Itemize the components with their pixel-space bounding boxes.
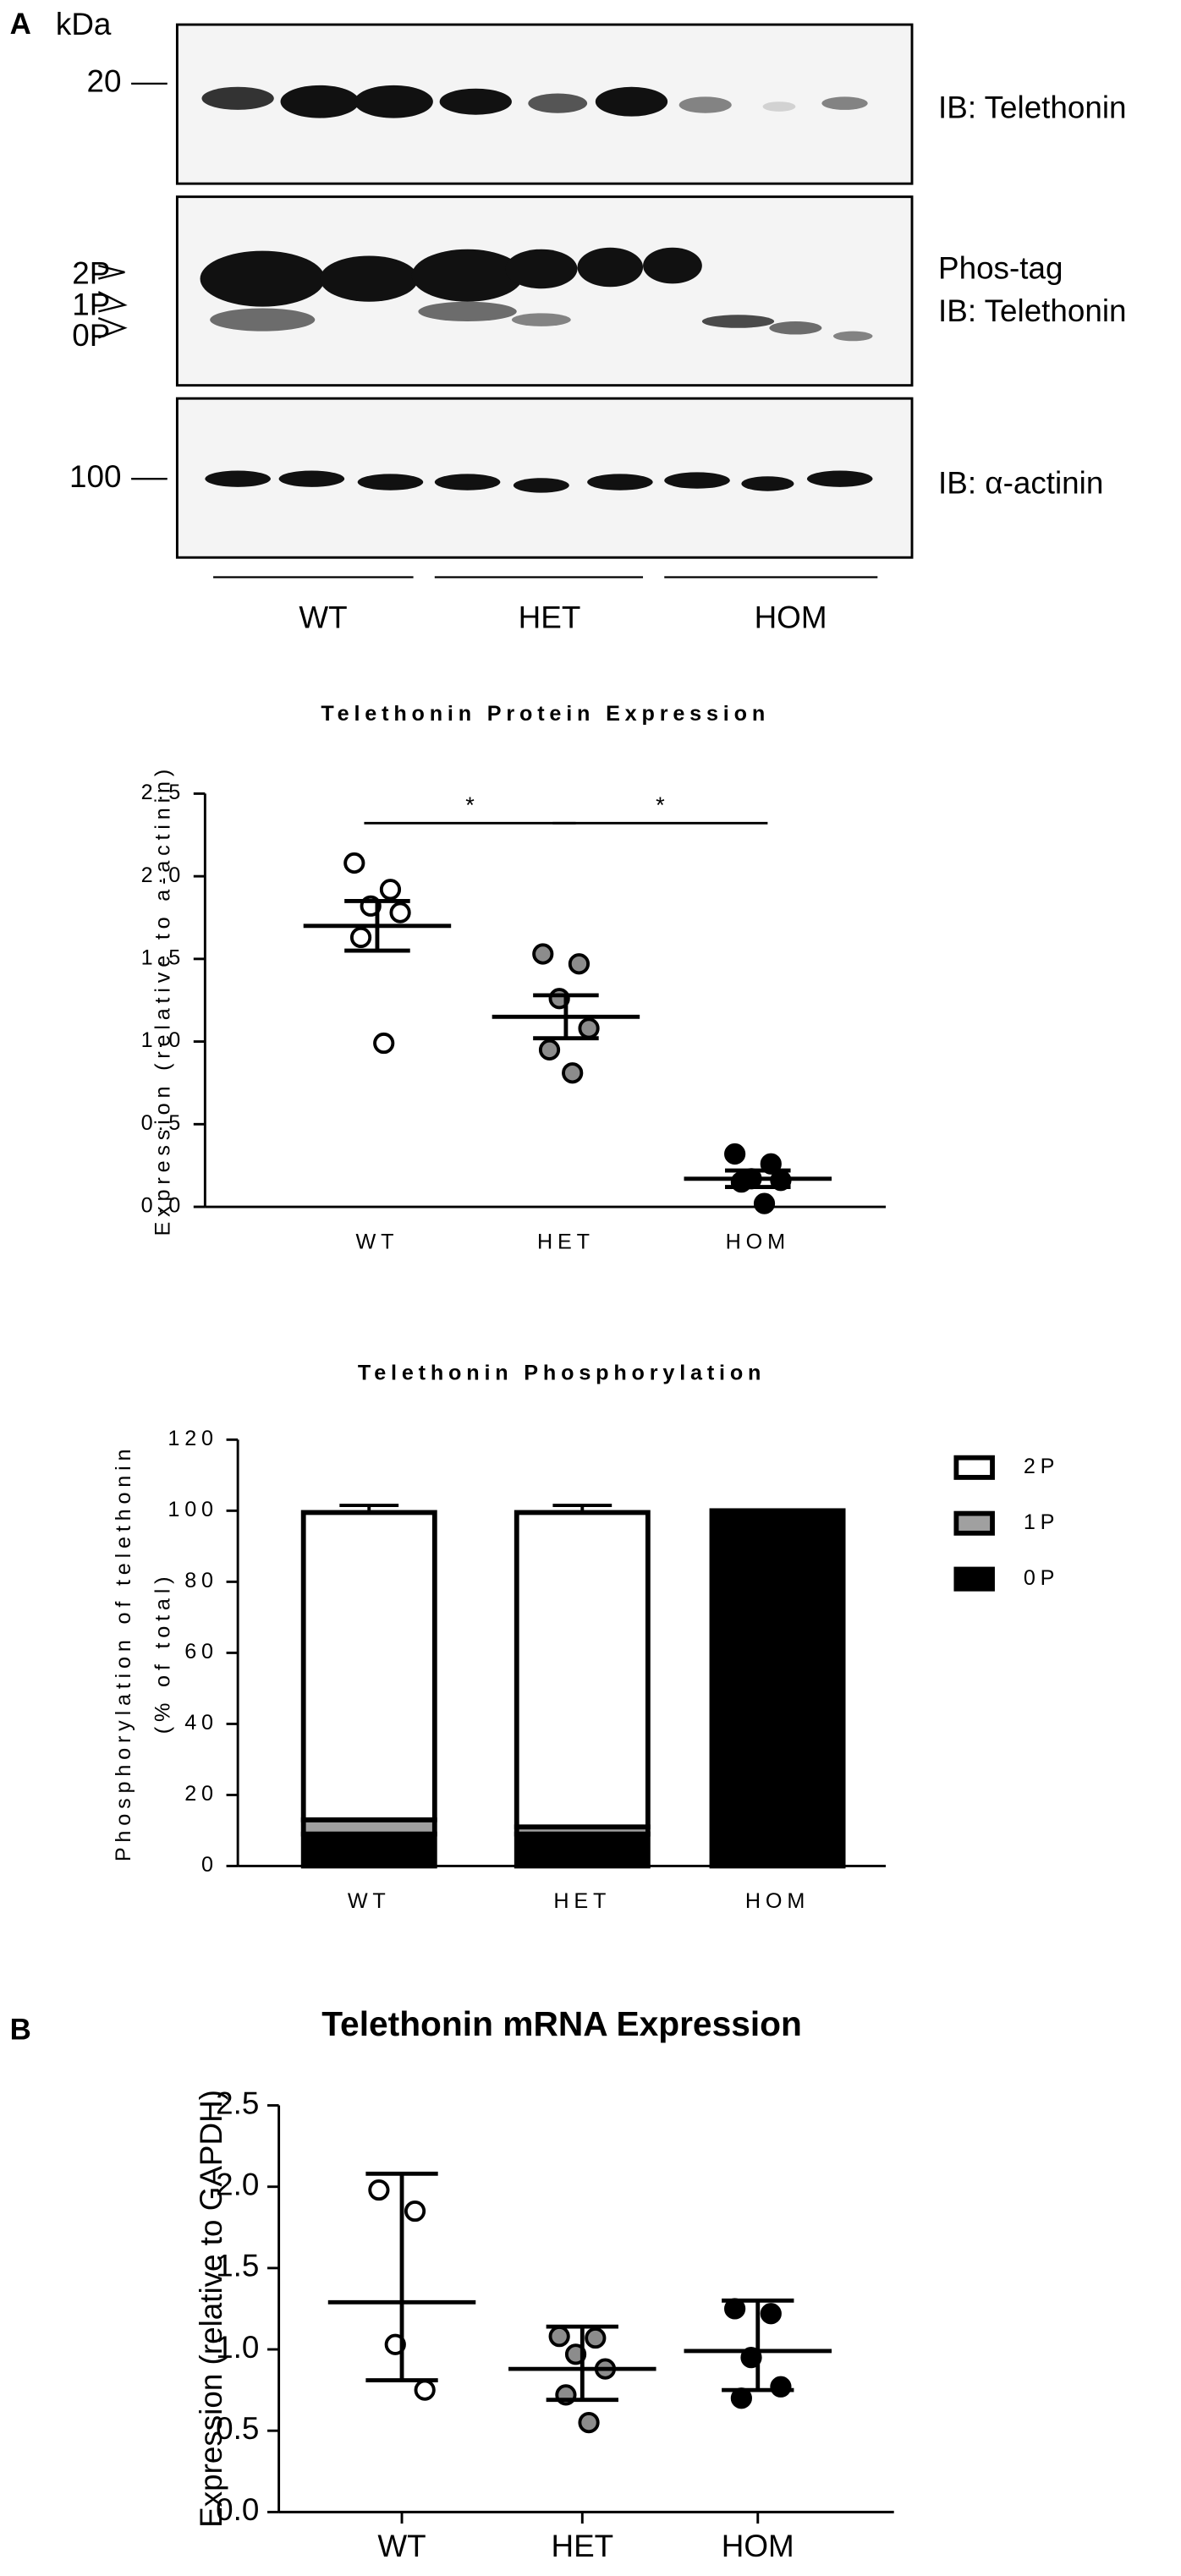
group-label: HOM	[755, 600, 827, 635]
x-tick-label: WT	[356, 1230, 399, 1253]
y-tick-label: 1.5	[216, 2249, 259, 2283]
y-tick-label: 2.5	[141, 781, 185, 804]
data-point	[770, 2376, 792, 2398]
data-point	[343, 852, 365, 874]
band-label: 1P	[72, 287, 110, 321]
significance-label: *	[656, 792, 665, 818]
data-point	[373, 1032, 395, 1055]
legend-swatch	[953, 1455, 995, 1480]
data-point	[585, 2327, 607, 2349]
y-tick-label: 1.0	[216, 2330, 259, 2365]
x-tick-label: HET	[553, 1889, 611, 1913]
chart-title: Telethonin Phosphorylation	[358, 1361, 766, 1384]
blot-panels	[175, 23, 914, 559]
significance-label: *	[465, 792, 475, 818]
data-point	[760, 2303, 782, 2325]
x-tick-label: HET	[551, 2529, 613, 2563]
data-point	[349, 926, 372, 949]
bar-segment	[300, 1510, 437, 1822]
data-point	[404, 2200, 426, 2222]
legend-swatch	[953, 1510, 995, 1536]
y-tick-label: 2.5	[216, 2085, 259, 2120]
bar-segment	[514, 1831, 651, 1869]
y-axis-label: Expression (relative to GAPDH)	[194, 2090, 228, 2528]
data-point	[389, 902, 411, 924]
markers	[97, 82, 878, 578]
y-tick-label: 2.0	[216, 2167, 259, 2201]
y-tick-label: 0.0	[141, 1194, 185, 1218]
panel-label: B	[10, 2014, 31, 2047]
blot-label: IB: α-actinin	[938, 466, 1103, 501]
group-label: WT	[299, 600, 347, 635]
y-tick-label: 0.5	[216, 2411, 259, 2446]
y-tick-label: 0.0	[216, 2492, 259, 2527]
y-tick-label: 0.5	[141, 1111, 185, 1135]
y-tick-label: 60	[184, 1640, 218, 1663]
data-point	[532, 943, 554, 965]
kda-label: kDa	[56, 7, 112, 41]
data-point	[724, 1143, 746, 1165]
y-tick-label: 0	[201, 1853, 218, 1877]
data-point	[578, 2411, 600, 2434]
x-tick-label: HOM	[745, 1889, 810, 1913]
legend-swatch	[953, 1566, 995, 1592]
y-tick-label: 40	[184, 1711, 218, 1735]
blot-label: IB: Telethonin	[938, 293, 1127, 328]
data-point	[414, 2379, 436, 2401]
band-label: 0P	[72, 318, 110, 353]
bar-segment	[514, 1510, 651, 1830]
bands	[200, 85, 873, 493]
x-tick-label: WT	[348, 1889, 391, 1913]
blot-label: Phos-tag	[938, 251, 1063, 286]
y-axis-label: Phosphorylation of telethonin	[112, 1444, 135, 1862]
legend-label: 1P	[1024, 1510, 1059, 1534]
data-point	[753, 1192, 776, 1214]
x-tick-label: HOM	[722, 2529, 794, 2563]
data-point	[562, 1062, 584, 1084]
data-point	[368, 2179, 390, 2201]
data-point	[379, 879, 402, 901]
data-point	[568, 953, 590, 975]
y-tick-label: 1.0	[141, 1028, 185, 1052]
x-tick-label: HOM	[726, 1230, 790, 1253]
chart-title: Telethonin mRNA Expression	[321, 2004, 802, 2043]
band-label: 2P	[72, 255, 110, 290]
data-point	[578, 1017, 600, 1039]
y-tick-label: 1.5	[141, 946, 185, 970]
panel-label: A	[10, 8, 31, 41]
y-tick-label: 120	[168, 1427, 217, 1450]
chart-title: Telethonin Protein Expression	[321, 702, 770, 726]
blot-label: IB: Telethonin	[938, 90, 1127, 125]
data-point	[538, 1039, 561, 1061]
legend-label: 2P	[1024, 1455, 1059, 1478]
y-tick-label: 2.0	[141, 863, 185, 887]
marker-label: 100	[69, 459, 121, 494]
y-tick-label: 20	[184, 1782, 218, 1806]
legend-label: 0P	[1024, 1566, 1059, 1590]
bar-segment	[300, 1831, 437, 1869]
bar-segment	[709, 1508, 846, 1869]
y-tick-label: 80	[184, 1569, 218, 1592]
x-tick-label: HET	[537, 1230, 595, 1253]
marker-label: 20	[87, 64, 122, 99]
x-tick-label: WT	[377, 2529, 426, 2563]
data-point	[760, 1153, 782, 1175]
y-axis-label: Expression (relative to a-actinin)	[151, 765, 175, 1236]
y-tick-label: 100	[168, 1498, 217, 1521]
data-point	[548, 2326, 570, 2348]
group-label: HET	[519, 600, 581, 635]
y-axis-label: (% of total)	[151, 1572, 175, 1735]
